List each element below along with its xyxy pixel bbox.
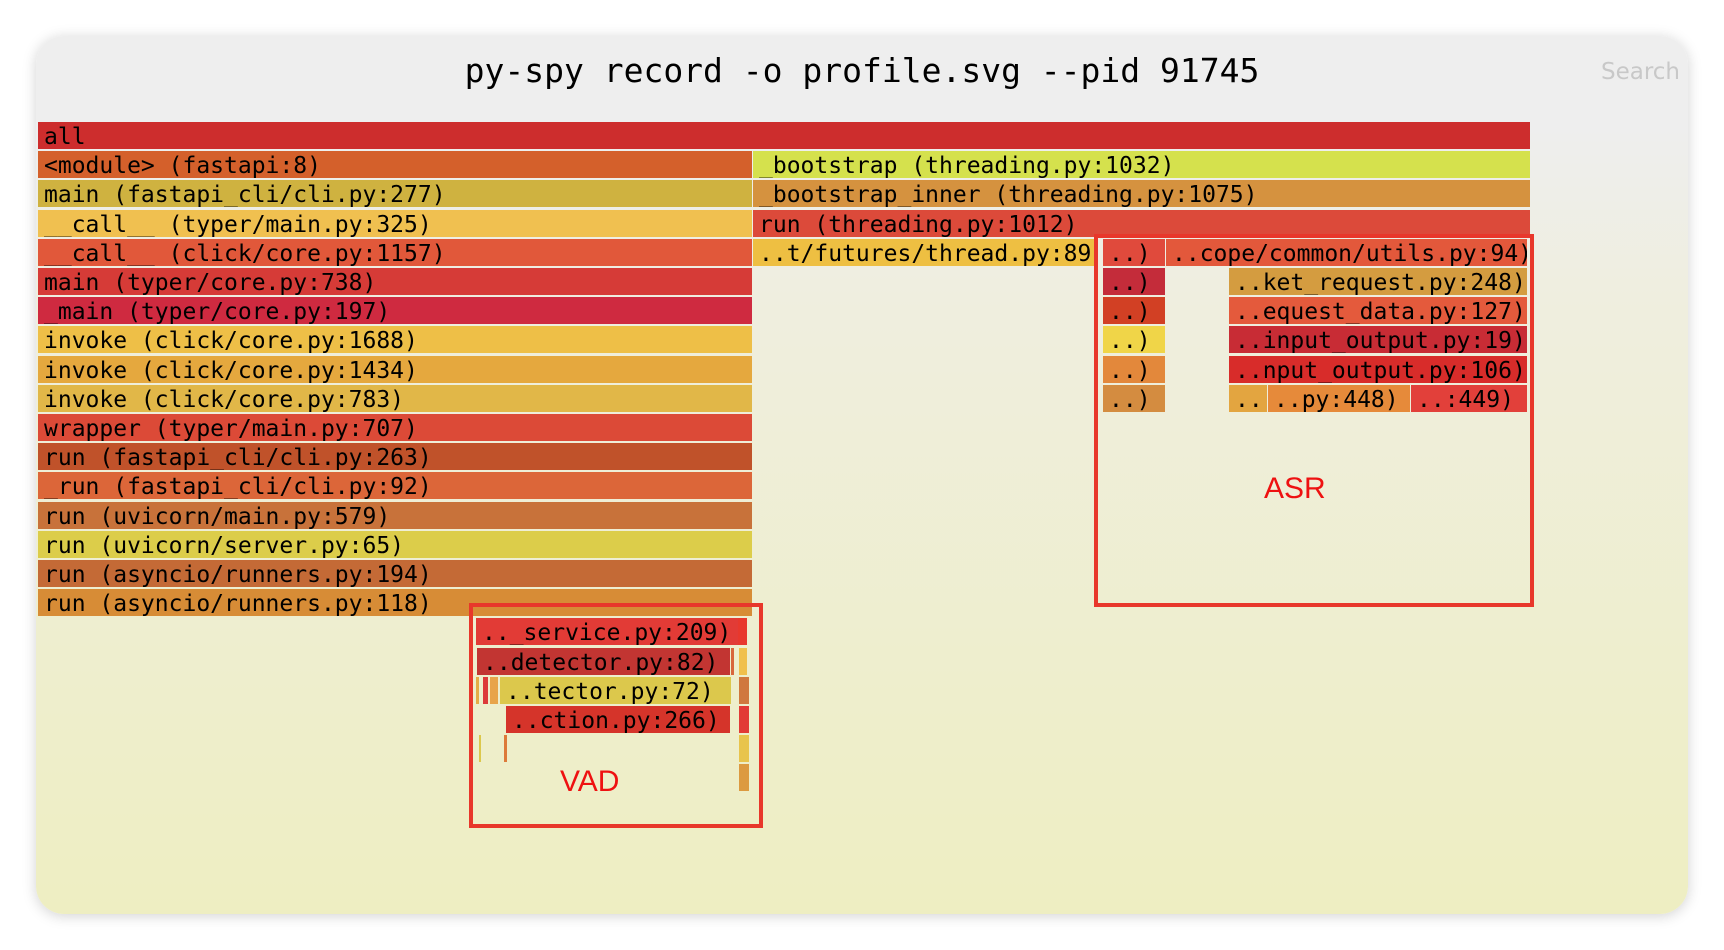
- frame-vad-1[interactable]: ..detector.py:82): [477, 647, 730, 675]
- frame-right-0[interactable]: _bootstrap (threading.py:1032): [753, 151, 1530, 179]
- frame-left-5[interactable]: _main (typer/core.py:197): [38, 297, 752, 325]
- frame-asr-narrow-5[interactable]: ..): [1103, 384, 1165, 412]
- frame-left-15[interactable]: run (asyncio/runners.py:118): [38, 589, 752, 617]
- frame-asr-bottom-0[interactable]: ..: [1229, 384, 1267, 412]
- frame-vad-sliver-3[interactable]: [476, 676, 479, 704]
- frame-vad-sliver-2[interactable]: [739, 647, 747, 675]
- frame-left-14[interactable]: run (asyncio/runners.py:194): [38, 560, 752, 587]
- frame-vad-sliver-9[interactable]: [504, 735, 507, 763]
- frame-asr-narrow-0[interactable]: ..): [1103, 238, 1165, 266]
- frame-vad-sliver-6[interactable]: [739, 676, 749, 704]
- frame-left-2[interactable]: __call__ (typer/main.py:325): [38, 209, 752, 237]
- frame-asr-narrow-1[interactable]: ..): [1103, 268, 1165, 295]
- frame-vad-sliver-10[interactable]: [739, 735, 749, 763]
- frame-left-11[interactable]: _run (fastapi_cli/cli.py:92): [38, 472, 752, 500]
- frame-left-10[interactable]: run (fastapi_cli/cli.py:263): [38, 443, 752, 471]
- frame-asr-bottom-1[interactable]: ..py:448): [1268, 384, 1410, 412]
- frame-vad-sliver-8[interactable]: [479, 735, 481, 763]
- frame-asr-narrow-3[interactable]: ..): [1103, 326, 1165, 354]
- frame-left-1[interactable]: main (fastapi_cli/cli.py:277): [38, 180, 752, 208]
- asr-highlight-box: [1094, 234, 1534, 607]
- frame-asr-wide-3[interactable]: ..input_output.py:19): [1229, 326, 1527, 354]
- frame-left-0[interactable]: <module> (fastapi:8): [38, 151, 752, 179]
- vad-label: VAD: [560, 765, 620, 798]
- frame-vad-sliver-11[interactable]: [739, 764, 749, 792]
- frame-right-1[interactable]: _bootstrap_inner (threading.py:1075): [753, 180, 1530, 208]
- frame-asr-wide-2[interactable]: ..equest_data.py:127): [1229, 297, 1527, 325]
- frame-left-6[interactable]: invoke (click/core.py:1688): [38, 326, 752, 354]
- search-button[interactable]: Search: [1600, 59, 1680, 85]
- frame-left-12[interactable]: run (uvicorn/main.py:579): [38, 501, 752, 529]
- frame-asr-wide-4[interactable]: ..nput_output.py:106): [1229, 355, 1527, 383]
- frame-left-7[interactable]: invoke (click/core.py:1434): [38, 355, 752, 383]
- page-title: py-spy record -o profile.svg --pid 91745: [464, 51, 1260, 90]
- frame-vad-sliver-5[interactable]: [490, 676, 498, 704]
- frame-vad-sliver-7[interactable]: [739, 706, 749, 733]
- frame-asr-wide-0[interactable]: ..cope/common/utils.py:94): [1166, 238, 1527, 266]
- frame-asr-wide-1[interactable]: ..ket_request.py:248): [1229, 268, 1527, 295]
- frame-asr-narrow-4[interactable]: ..): [1103, 355, 1165, 383]
- frame-asr-bottom-2[interactable]: ..:449): [1411, 384, 1527, 412]
- frame-vad-3[interactable]: ..ction.py:266): [506, 706, 730, 733]
- frame-left-3[interactable]: __call__ (click/core.py:1157): [38, 238, 752, 266]
- asr-label: ASR: [1264, 472, 1326, 505]
- frame-vad-sliver-4[interactable]: [483, 676, 488, 704]
- frame-asr-narrow-2[interactable]: ..): [1103, 297, 1165, 325]
- frame-vad-sliver-1[interactable]: [731, 647, 734, 675]
- frame-left-9[interactable]: wrapper (typer/main.py:707): [38, 414, 752, 441]
- frame-right-3[interactable]: ..t/futures/thread.py:89): [753, 238, 1097, 266]
- frame-left-8[interactable]: invoke (click/core.py:783): [38, 384, 752, 412]
- frame-all[interactable]: all: [38, 122, 1530, 149]
- frame-vad-2[interactable]: ..tector.py:72): [500, 676, 731, 704]
- vad-highlight-box: [469, 603, 763, 828]
- frame-left-13[interactable]: run (uvicorn/server.py:65): [38, 530, 752, 558]
- flamegraph-window: py-spy record -o profile.svg --pid 91745…: [36, 36, 1688, 914]
- frame-left-4[interactable]: main (typer/core.py:738): [38, 268, 752, 295]
- frame-right-2[interactable]: run (threading.py:1012): [753, 209, 1530, 237]
- frame-vad-sliver-0[interactable]: [738, 618, 747, 646]
- frame-vad-0[interactable]: .._service.py:209): [476, 618, 738, 646]
